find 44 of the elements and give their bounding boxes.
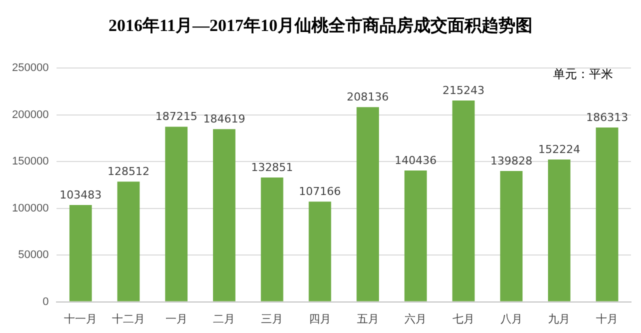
data-label: 184619 <box>203 112 246 126</box>
data-label: 107166 <box>298 184 341 198</box>
data-label: 132851 <box>251 160 294 174</box>
x-tick-label: 三月 <box>261 313 284 326</box>
y-tick-label: 50000 <box>18 249 49 262</box>
data-label: 139828 <box>490 154 532 168</box>
x-tick-label: 五月 <box>356 313 379 326</box>
x-tick-label: 一月 <box>165 313 188 326</box>
data-label: 140436 <box>394 154 437 167</box>
y-tick-label: 0 <box>42 296 49 308</box>
bar <box>165 126 188 302</box>
chart-title: 2016年11月—2017年10月仙桃全市商品房成交面积趋势图 <box>107 15 534 37</box>
bar <box>213 129 236 302</box>
bar <box>548 159 570 302</box>
x-tick-label: 八月 <box>500 313 522 326</box>
bar <box>69 205 92 302</box>
data-label: 103483 <box>60 188 102 202</box>
bar <box>596 128 618 302</box>
data-label: 186313 <box>586 110 628 124</box>
x-tick-label: 十一月 <box>64 312 98 326</box>
bar <box>404 170 427 302</box>
bar <box>260 178 284 302</box>
bar <box>452 100 475 302</box>
data-label: 152224 <box>538 142 580 156</box>
x-tick-label: 九月 <box>548 312 570 326</box>
x-tick-label: 六月 <box>404 312 427 326</box>
bar <box>308 202 332 302</box>
bar <box>117 182 140 302</box>
annotation: 单元：平米 <box>553 66 613 83</box>
x-tick-label: 二月 <box>213 313 236 326</box>
bar <box>356 107 379 302</box>
data-label: 208136 <box>346 90 389 104</box>
x-tick-label: 十月 <box>596 312 618 326</box>
y-tick-label: 100000 <box>12 202 49 214</box>
y-tick-label: 200000 <box>12 108 49 121</box>
bar <box>500 171 523 302</box>
x-tick-label: 四月 <box>308 313 331 326</box>
x-tick-label: 七月 <box>452 312 474 326</box>
data-label: 187215 <box>155 110 198 124</box>
data-label: 215243 <box>442 84 484 97</box>
y-tick-label: 250000 <box>12 62 49 74</box>
x-tick-label: 十二月 <box>112 312 145 326</box>
data-label: 128512 <box>107 164 150 178</box>
y-tick-label: 150000 <box>12 156 49 168</box>
